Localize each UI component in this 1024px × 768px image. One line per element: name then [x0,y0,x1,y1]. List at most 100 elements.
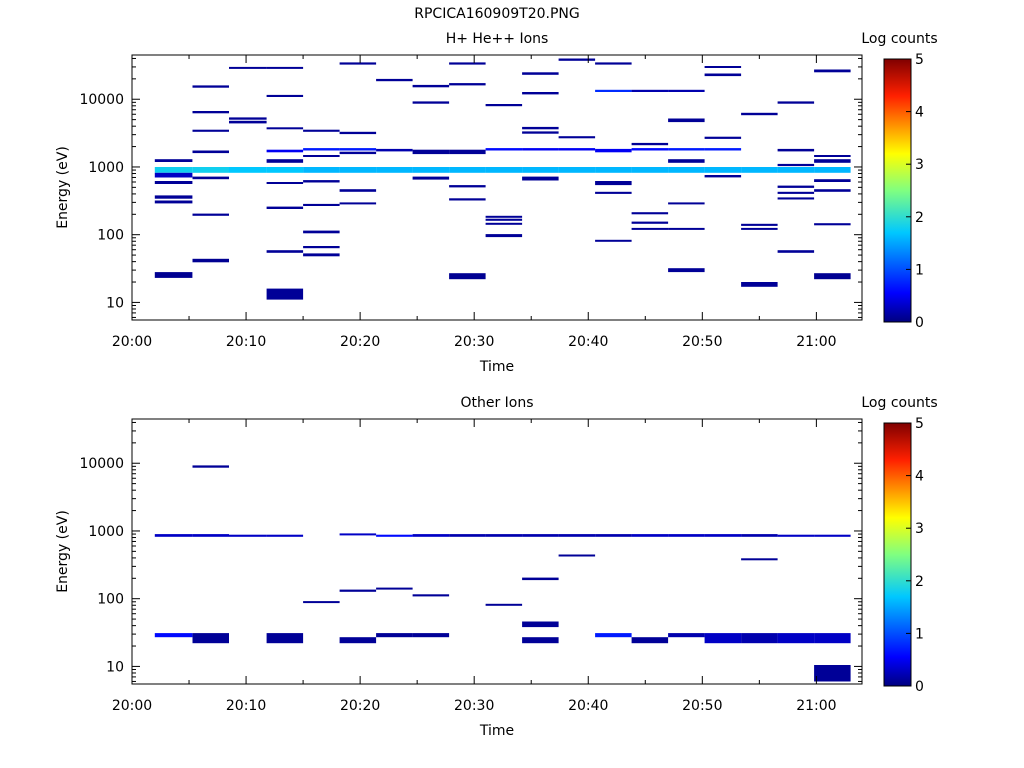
heatmap-cell [741,223,778,226]
heatmap-cell [412,149,450,155]
heatmap-cell [376,167,413,173]
x-axis-label: Time [479,359,514,375]
heatmap-cell [412,633,450,638]
colorbar-tick-label: 0 [915,315,924,331]
heatmap-cell [154,167,193,173]
heatmap-cell [303,203,340,206]
heatmap-cell [668,633,705,638]
heatmap-cell [522,621,559,628]
heatmap-cell [339,131,377,135]
heatmap-cell [777,534,815,537]
heatmap-cell [595,239,632,242]
heatmap-cell [777,633,815,644]
heatmap-cell [303,230,340,234]
heatmap-cell [631,212,669,215]
x-tick-label: 20:10 [226,334,266,350]
heatmap-cell [485,234,523,238]
heatmap-cell [777,148,815,152]
plot-frame [131,54,863,321]
y-tick-label: 10000 [79,92,124,108]
heatmap-cell [595,191,632,194]
heatmap-cell [485,215,523,218]
heatmap-cell [631,534,669,537]
heatmap-cell [485,218,523,221]
heatmap-cell [814,665,851,682]
heatmap-cell [229,534,267,537]
y-tick-label: 1000 [88,524,124,540]
x-tick-label: 20:30 [454,698,494,714]
heatmap-cell [154,200,193,204]
heatmap-cell [412,534,450,537]
heatmap-cell [595,181,632,186]
heatmap-cell [192,167,229,173]
colorbar-tick-label: 0 [915,679,924,695]
colorbar-tick-label: 4 [915,469,924,485]
heatmap-cell [595,167,632,173]
y-tick-label: 100 [97,592,124,608]
heatmap-cell [595,633,632,638]
heatmap-cell [229,66,267,69]
heatmap-cell [303,253,340,257]
heatmap-cell [522,637,559,644]
panel-title: Other Ions [460,395,533,411]
x-tick-label: 20:40 [568,334,608,350]
heatmap-cell [449,149,486,155]
heatmap-cell [668,534,705,537]
heatmap-cell [814,69,851,73]
heatmap-cell [522,72,559,75]
y-axis-label: Energy (eV) [55,146,71,229]
heatmap-cell [192,150,229,154]
heatmap-cell [376,633,413,638]
heatmap-cell [704,175,742,178]
heatmap-cell [192,111,229,114]
heatmap-cell [266,633,304,644]
heatmap-cell [192,176,229,180]
heatmap-cell [814,155,851,157]
heatmap-cell [741,534,778,537]
heatmap-cell [777,250,815,253]
x-tick-label: 20:00 [112,334,152,350]
heatmap-cell [266,149,304,153]
y-tick-label: 10 [106,659,124,675]
heatmap-cell [668,167,705,173]
heatmap-cell [704,534,742,537]
heatmap-cell [704,73,742,77]
heatmap-cell [412,176,450,180]
heatmap-cell [485,167,523,173]
heatmap-cell [303,129,340,132]
heatmap-cell [777,197,815,200]
plot-frame [131,418,863,685]
heatmap-cell [412,167,450,173]
heatmap-cell [522,577,559,581]
heatmap-cell [339,189,377,192]
heatmap-cell [449,83,486,86]
heatmap-cell [229,120,267,124]
heatmap-cell [485,222,523,225]
heatmap-cell [777,185,815,188]
heatmap-cell [339,533,377,536]
heatmap-cell [595,148,632,153]
heatmap-cell [412,101,450,104]
heatmap-cell [266,127,304,130]
heatmap-cell [595,89,632,92]
heatmap-cell [558,554,596,557]
heatmap-cell [814,633,851,644]
heatmap-cell [449,273,486,280]
heatmap-cell [631,227,669,230]
heatmap-cell [192,258,229,263]
colorbar-tick-label: 1 [915,262,924,278]
heatmap-cell [631,221,669,224]
heatmap-cell [741,112,778,116]
heatmap-cell [668,159,705,163]
heatmap-cell [704,66,742,68]
heatmap-cell [814,273,851,280]
heatmap-cell [154,534,193,537]
x-tick-label: 20:50 [682,334,722,350]
heatmap-cell [229,167,267,173]
heatmap-cell [631,89,669,92]
heatmap-cell [668,202,705,205]
x-tick-label: 20:10 [226,698,266,714]
heatmap-cell [339,589,377,592]
heatmap-cell [814,223,851,226]
